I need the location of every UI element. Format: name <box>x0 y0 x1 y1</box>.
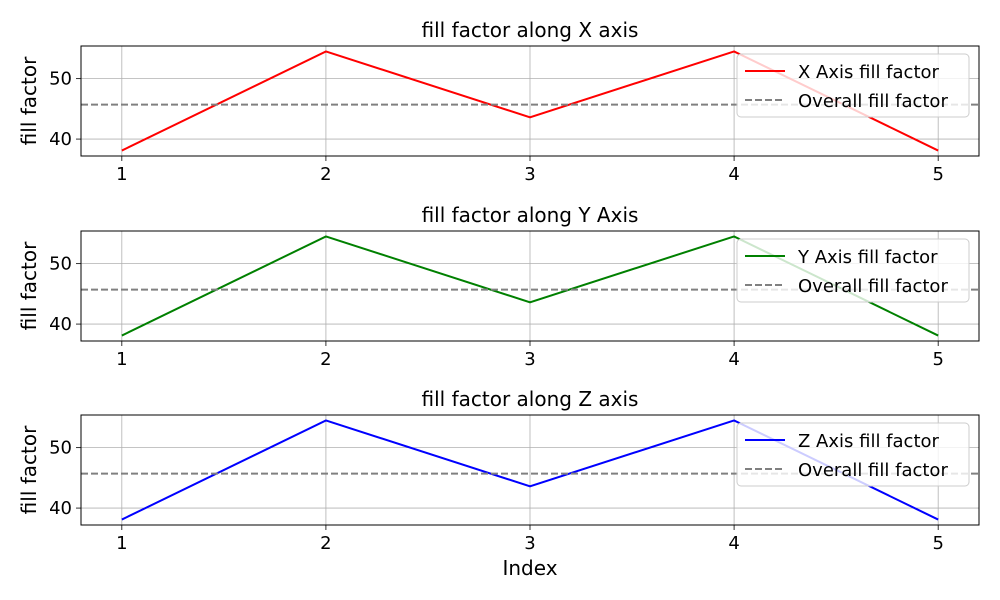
subplot-title: fill factor along Z axis <box>422 387 639 411</box>
y-tick-label: 50 <box>49 254 72 275</box>
x-tick-label: 1 <box>116 533 127 554</box>
legend-label: Y Axis fill factor <box>797 247 938 268</box>
axes-frame <box>80 230 980 342</box>
subplot-3: fill factor along Z axis 1 2 3 4 5 40 50 fill fa… <box>17 387 980 554</box>
subplot-title: fill factor along Y Axis <box>422 203 639 227</box>
x-tick-label: 2 <box>320 533 331 554</box>
x-tick-label: 3 <box>524 533 535 554</box>
legend: Y Axis fill factor Overall fill factor <box>736 238 970 303</box>
legend-label: X Axis fill factor <box>798 62 940 83</box>
legend: X Axis fill factor Overall fill factor <box>736 53 970 118</box>
x-tick-label: 4 <box>728 349 739 370</box>
x-tick-label: 4 <box>728 533 739 554</box>
legend-box <box>736 53 970 118</box>
x-tick-label: 5 <box>932 533 943 554</box>
legend-label: Overall fill factor <box>798 91 948 112</box>
legend-label: Overall fill factor <box>798 276 948 297</box>
y-tick-label: 40 <box>49 498 72 519</box>
y-tick-label: 50 <box>49 69 72 90</box>
y-axis-label: fill factor <box>17 425 41 514</box>
legend: Z Axis fill factor Overall fill factor <box>736 422 970 487</box>
x-tick-label: 5 <box>932 164 943 185</box>
legend-box <box>736 422 970 487</box>
x-tick-label: 1 <box>116 349 127 370</box>
y-tick-label: 40 <box>49 129 72 150</box>
y-tick-label: 50 <box>49 438 72 459</box>
y-axis-label: fill factor <box>17 56 41 145</box>
y-axis-label: fill factor <box>17 241 41 330</box>
y-tick-label: 40 <box>49 314 72 335</box>
legend-box <box>736 238 970 303</box>
subplot-1: fill factor along X axis 1 2 3 4 5 40 50 fill fa… <box>17 18 980 185</box>
x-tick-label: 2 <box>320 164 331 185</box>
x-tick-label: 5 <box>932 349 943 370</box>
axes-frame <box>80 414 980 526</box>
x-tick-label: 1 <box>116 164 127 185</box>
x-tick-label: 3 <box>524 164 535 185</box>
legend-label: Overall fill factor <box>798 460 948 481</box>
subplot-2: fill factor along Y Axis 1 2 3 4 5 40 50 fill fa… <box>17 203 980 370</box>
x-axis-label: Index <box>502 556 557 580</box>
subplot-title: fill factor along X axis <box>422 18 639 42</box>
axes-frame <box>80 45 980 157</box>
legend-label: Z Axis fill factor <box>798 431 940 452</box>
x-tick-label: 3 <box>524 349 535 370</box>
x-tick-label: 2 <box>320 349 331 370</box>
x-tick-label: 4 <box>728 164 739 185</box>
